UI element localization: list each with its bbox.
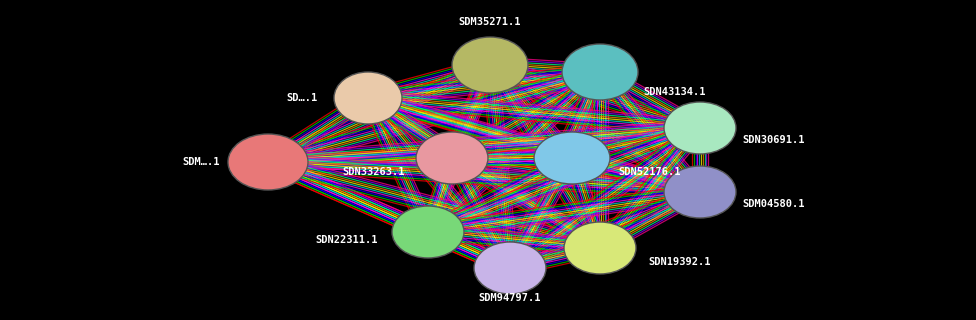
Ellipse shape	[452, 37, 528, 93]
Ellipse shape	[416, 132, 488, 184]
Ellipse shape	[664, 102, 736, 154]
Ellipse shape	[474, 242, 546, 294]
Text: SDN33263.1: SDN33263.1	[343, 167, 405, 177]
Text: SDM04580.1: SDM04580.1	[742, 199, 804, 209]
Text: SD….1: SD….1	[287, 93, 318, 103]
Ellipse shape	[534, 132, 610, 184]
Text: SDN22311.1: SDN22311.1	[315, 235, 378, 245]
Text: SDM94797.1: SDM94797.1	[479, 293, 542, 303]
Ellipse shape	[564, 222, 636, 274]
Text: SDN30691.1: SDN30691.1	[742, 135, 804, 145]
Ellipse shape	[334, 72, 402, 124]
Ellipse shape	[664, 166, 736, 218]
Text: SDN19392.1: SDN19392.1	[648, 257, 711, 267]
Text: SDM….1: SDM….1	[183, 157, 220, 167]
Text: SDN43134.1: SDN43134.1	[643, 87, 706, 97]
Ellipse shape	[392, 206, 464, 258]
Ellipse shape	[562, 44, 638, 100]
Ellipse shape	[228, 134, 308, 190]
Text: SDN52176.1: SDN52176.1	[618, 167, 680, 177]
Text: SDM35271.1: SDM35271.1	[459, 17, 521, 27]
